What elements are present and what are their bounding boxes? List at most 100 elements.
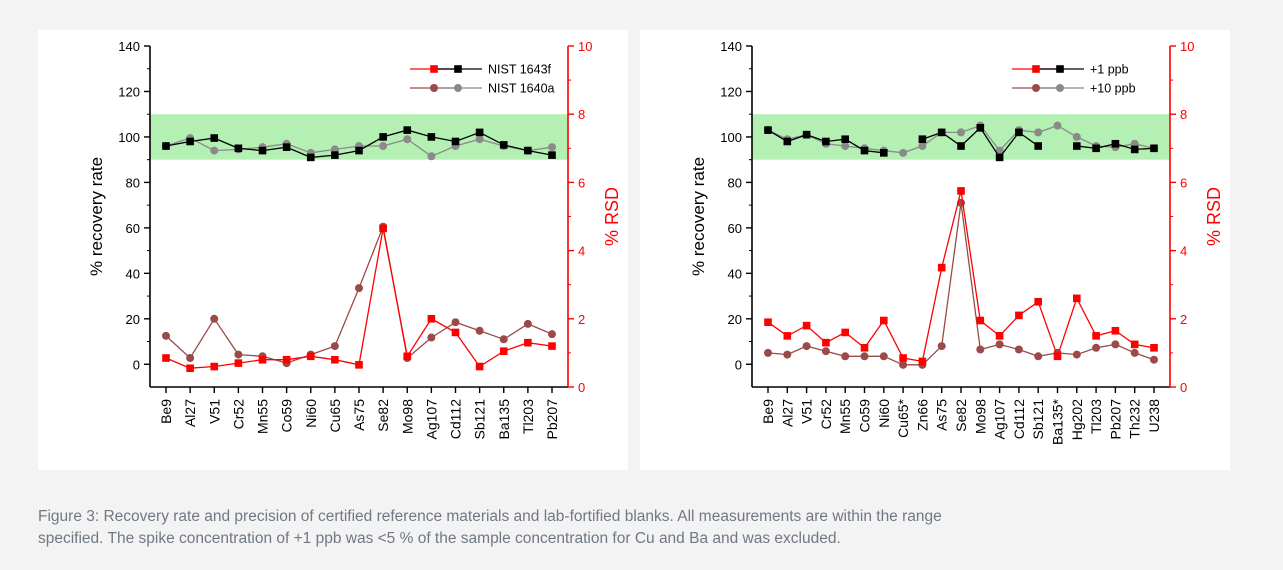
recovery-series-1-point bbox=[1073, 142, 1081, 150]
legend: +1 ppb +10 ppb bbox=[1012, 63, 1136, 96]
recovery-series-1-point bbox=[764, 126, 772, 134]
recovery-series-2-point bbox=[995, 146, 1004, 155]
rsd-series-1-point bbox=[1073, 294, 1081, 303]
x-tick-label: Mo98 bbox=[972, 399, 988, 434]
recovery-series-2-point bbox=[427, 152, 436, 161]
rsd-series-1-point bbox=[1130, 340, 1139, 349]
recovery-series-1-point bbox=[186, 137, 194, 146]
recovery-series-1-point bbox=[451, 137, 460, 146]
figure-caption: Figure 3: Recovery rate and precision of… bbox=[38, 506, 1248, 550]
x-tick-label: Se82 bbox=[375, 399, 391, 432]
x-tick-label: Tl203 bbox=[1088, 399, 1104, 434]
rsd-series-2-point bbox=[995, 340, 1004, 349]
rsd-series-1-point bbox=[1053, 352, 1062, 361]
x-tick-label: Cd112 bbox=[448, 399, 464, 439]
y-axis-title-right: % RSD bbox=[1204, 187, 1224, 246]
rsd-series-2-point bbox=[860, 352, 869, 361]
y-tick-label-left: 100 bbox=[720, 130, 742, 145]
x-tick-label: Hg202 bbox=[1069, 399, 1085, 440]
x-tick-label: Ag107 bbox=[992, 399, 1008, 440]
rsd-series-1-point bbox=[548, 342, 556, 350]
rsd-series-2-point bbox=[548, 330, 556, 339]
rsd-series-2-point bbox=[976, 345, 985, 354]
legend-label-2: +10 ppb bbox=[1090, 82, 1136, 96]
rsd-series-1-point bbox=[427, 315, 436, 323]
rsd-series-1-point bbox=[282, 355, 291, 364]
rsd-series-1-point bbox=[937, 263, 946, 272]
recovery-series-2-point bbox=[918, 142, 927, 151]
rsd-series-2-point bbox=[475, 326, 484, 335]
rsd-series-1-point bbox=[764, 318, 772, 327]
x-tick-label: Ni60 bbox=[303, 399, 319, 428]
recovery-series-1-point bbox=[1015, 128, 1023, 137]
recovery-series-2-point bbox=[1072, 132, 1081, 141]
rsd-series-1-line bbox=[165, 228, 553, 369]
legend-marker-rsd-2 bbox=[1032, 84, 1040, 92]
recovery-series-1-point bbox=[1111, 139, 1120, 148]
rsd-series-2-point bbox=[783, 350, 792, 359]
x-tick-label: Ag107 bbox=[423, 399, 439, 440]
recovery-series-1-point bbox=[802, 130, 811, 139]
recovery-series-1-point bbox=[210, 134, 219, 142]
caption-line-1: Figure 3: Recovery rate and precision of… bbox=[38, 508, 942, 525]
recovery-series-1-point bbox=[976, 124, 985, 132]
recovery-series-2-point bbox=[957, 128, 965, 137]
rsd-series-1-point bbox=[802, 321, 811, 330]
rsd-series-1-point bbox=[475, 362, 484, 371]
rsd-series-1-point bbox=[210, 362, 219, 371]
y-tick-label-right: 0 bbox=[578, 380, 585, 395]
caption-line-2: specified. The spike concentration of +1… bbox=[38, 530, 841, 547]
y-tick-label-right: 4 bbox=[1180, 244, 1187, 259]
rsd-series-2-point bbox=[841, 352, 850, 361]
rsd-series-1-point bbox=[355, 361, 363, 369]
rsd-series-2-point bbox=[1092, 343, 1101, 352]
x-tick-label: Cu65* bbox=[895, 398, 911, 437]
y-tick-label-right: 6 bbox=[578, 175, 585, 190]
recovery-series-1-point bbox=[1092, 144, 1100, 153]
x-tick-label: V51 bbox=[206, 399, 222, 424]
recovery-series-1-point bbox=[1150, 144, 1158, 153]
rsd-series-1-point bbox=[995, 332, 1004, 340]
recovery-series-1-point bbox=[379, 133, 387, 141]
rsd-series-1-point bbox=[822, 338, 830, 347]
y-tick-label-left: 60 bbox=[728, 221, 742, 236]
rsd-series-1-point bbox=[957, 187, 965, 195]
y-tick-label-left: 80 bbox=[126, 175, 140, 190]
rsd-series-2-point bbox=[937, 342, 946, 351]
x-tick-label: Cd112 bbox=[1011, 399, 1027, 439]
recovery-series-2-point bbox=[475, 135, 484, 144]
recovery-series-2-point bbox=[1053, 121, 1062, 130]
y-tick-label-left: 120 bbox=[720, 84, 742, 99]
legend-marker-recovery-1 bbox=[454, 65, 462, 73]
x-tick-label: Zn66 bbox=[914, 399, 930, 431]
rsd-series-2-point bbox=[355, 284, 363, 293]
recovery-series-1-point bbox=[918, 135, 927, 144]
rsd-series-2-point bbox=[162, 331, 170, 340]
rsd-series-2-point bbox=[899, 360, 908, 369]
legend-label-2: NIST 1640a bbox=[488, 82, 555, 96]
y-tick-label-right: 8 bbox=[578, 107, 585, 122]
recovery-series-1-point bbox=[475, 128, 484, 137]
x-tick-label: U238 bbox=[1146, 399, 1162, 433]
recovery-series-2-point bbox=[403, 135, 412, 144]
chart-svg-left: 0 20 40 60 80 100 120 140 0 2 4 6 8 10 Be9 Al27 V51 Cr52 M… bbox=[87, 39, 622, 440]
rsd-series-2-point bbox=[764, 348, 772, 357]
rsd-series-1-point bbox=[524, 338, 532, 347]
recovery-series-2-point bbox=[548, 143, 556, 152]
recovery-series-1-point bbox=[282, 143, 291, 151]
rsd-series-2-point bbox=[1034, 352, 1043, 361]
rsd-series-2-point bbox=[1150, 355, 1158, 364]
y-tick-label-left: 0 bbox=[133, 357, 140, 372]
legend-label-1: NIST 1643f bbox=[488, 63, 552, 77]
rsd-series-1-point bbox=[860, 343, 869, 352]
recovery-series-2-point bbox=[379, 142, 388, 151]
x-tick-label: Mo98 bbox=[399, 399, 415, 434]
legend-marker-recovery-1 bbox=[1056, 65, 1064, 73]
recovery-series-1-point bbox=[162, 142, 170, 150]
rsd-series-2-point bbox=[879, 352, 888, 361]
rsd-series-2-point bbox=[523, 319, 532, 328]
rsd-series-1-point bbox=[186, 364, 194, 373]
x-tick-label: Th232 bbox=[1127, 399, 1143, 439]
